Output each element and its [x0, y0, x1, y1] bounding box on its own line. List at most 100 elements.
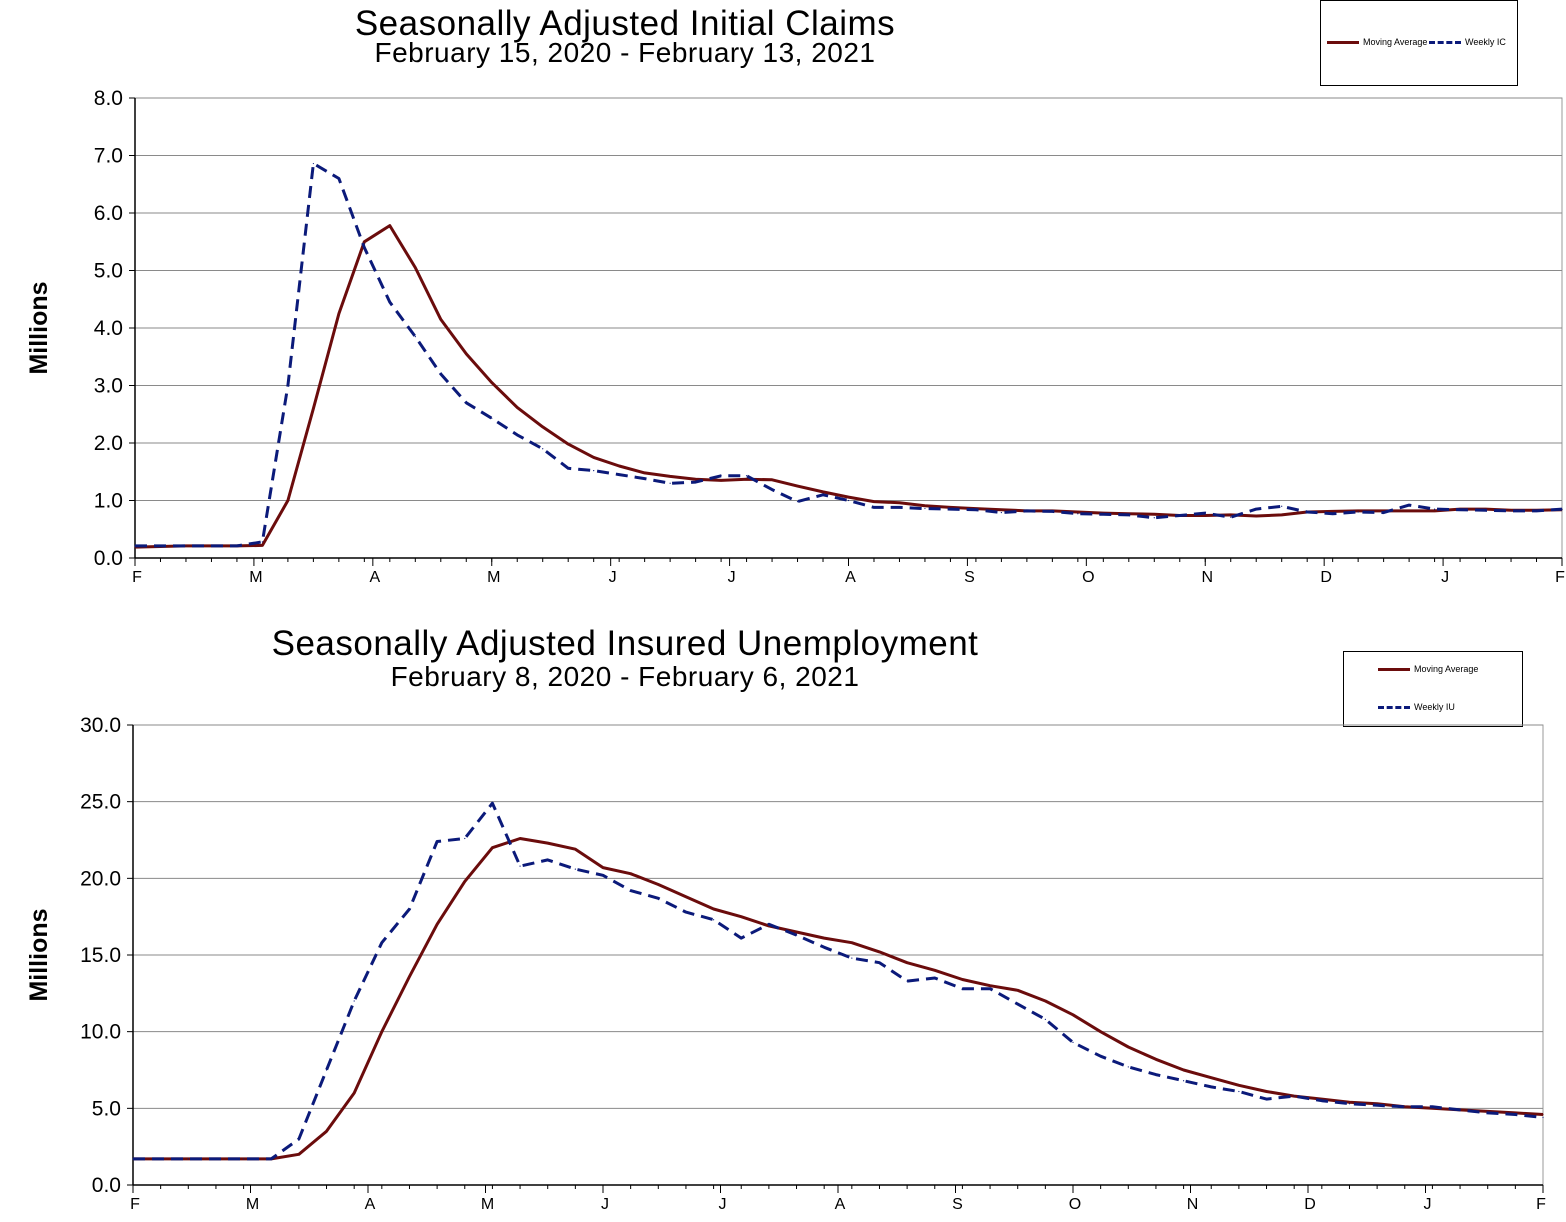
data-point [1408, 504, 1410, 506]
data-point [1204, 514, 1206, 517]
data-point [898, 506, 901, 508]
y-tick-label: 30.0 [80, 714, 121, 737]
data-point [236, 545, 238, 547]
data-point [669, 475, 671, 477]
data-point [574, 848, 576, 850]
data-point [1265, 1098, 1268, 1100]
y-tick-label: 3.0 [94, 375, 123, 398]
data-point [685, 911, 687, 913]
data-point [567, 443, 569, 445]
data-point [1408, 510, 1410, 512]
x-tick-label: J [1441, 569, 1449, 586]
data-point [873, 506, 875, 508]
data-point [408, 975, 411, 978]
chart-legend: Moving Average Weekly IC [1320, 0, 1518, 86]
data-point [1000, 511, 1002, 514]
data-point [542, 448, 544, 450]
x-tick-label: N [1201, 569, 1213, 586]
x-tick-label: J [609, 569, 617, 586]
y-tick-label: 0.0 [94, 547, 123, 570]
x-tick-label: N [1187, 1196, 1199, 1213]
x-tick-label: J [601, 1196, 609, 1213]
data-point [878, 951, 881, 953]
data-point [740, 937, 742, 939]
data-point [695, 478, 697, 480]
data-point [961, 978, 964, 981]
series-line-weekly [133, 801, 1544, 1161]
data-point [1153, 517, 1155, 519]
x-tick-label: S [952, 1196, 963, 1213]
y-tick-label: 4.0 [94, 317, 123, 340]
chart-subtitle: February 8, 2020 - February 6, 2021 [390, 661, 860, 692]
x-tick-label: D [1304, 1196, 1316, 1213]
data-point [491, 847, 494, 849]
x-tick-label: F [1536, 1196, 1546, 1213]
data-point [414, 267, 416, 269]
x-tick-label: M [481, 1196, 494, 1213]
x-tick-label: O [1069, 1196, 1081, 1213]
y-tick-label: 1.0 [94, 490, 123, 513]
data-point [353, 1000, 355, 1002]
series-line-weekly [135, 162, 1563, 548]
data-point [1077, 511, 1079, 513]
data-point [1433, 510, 1436, 512]
data-point [312, 162, 314, 165]
data-point [873, 501, 875, 503]
data-point [695, 481, 697, 483]
y-tick-label: 2.0 [94, 432, 123, 455]
data-point [519, 865, 521, 867]
data-point [363, 246, 365, 249]
data-point [1210, 1077, 1212, 1079]
data-point [134, 545, 136, 547]
data-point [768, 923, 770, 925]
data-point [602, 867, 604, 869]
data-point [989, 985, 991, 987]
data-point [159, 545, 162, 547]
data-point [1210, 1086, 1212, 1088]
data-point [924, 505, 926, 507]
data-point [847, 499, 850, 502]
data-point [989, 988, 991, 990]
data-point [325, 1069, 328, 1071]
legend-swatch-dashed [1429, 40, 1461, 44]
data-point [389, 301, 391, 303]
data-point [1230, 514, 1232, 516]
data-point [574, 868, 576, 870]
data-point [630, 890, 632, 892]
data-point [519, 837, 521, 840]
chart-plot: 0.0 5.0 10.0 15.0 20.0 25.0 30.0 Millions F M A M J J… [25, 714, 1546, 1213]
x-tick-label: A [369, 569, 380, 586]
data-point [1072, 1041, 1074, 1043]
data-point [1051, 510, 1053, 513]
data-point [796, 485, 799, 487]
y-tick-label: 15.0 [80, 944, 121, 967]
data-point [657, 897, 659, 899]
data-point [516, 434, 518, 436]
data-point [491, 802, 494, 804]
legend-item-weekly: Weekly IC [1429, 37, 1506, 47]
data-point [822, 491, 824, 493]
data-point [298, 1153, 300, 1155]
chart-legend: Moving Average Weekly IU [1343, 651, 1523, 727]
data-point [414, 336, 416, 338]
data-point [1153, 513, 1155, 515]
data-point [1127, 1066, 1129, 1068]
legend-label: Weekly IU [1414, 702, 1455, 712]
x-tick-label: O [1082, 569, 1094, 586]
data-point [771, 479, 773, 481]
y-tick-label: 5.0 [92, 1097, 121, 1120]
data-point [261, 544, 264, 546]
chart-plot: 0.0 1.0 2.0 3.0 4.0 5.0 6.0 7.0 8.0 Millions F M A M J… [25, 87, 1565, 586]
data-point [906, 962, 908, 964]
data-point [898, 502, 901, 504]
data-point [630, 873, 632, 875]
data-point [822, 494, 824, 496]
data-point [1100, 1031, 1102, 1033]
data-point [934, 977, 936, 979]
data-point [381, 1031, 383, 1033]
legend-swatch-solid [1327, 40, 1359, 44]
data-point [740, 916, 742, 918]
data-point [1542, 1116, 1544, 1119]
data-point [567, 467, 569, 469]
data-point [712, 919, 715, 921]
